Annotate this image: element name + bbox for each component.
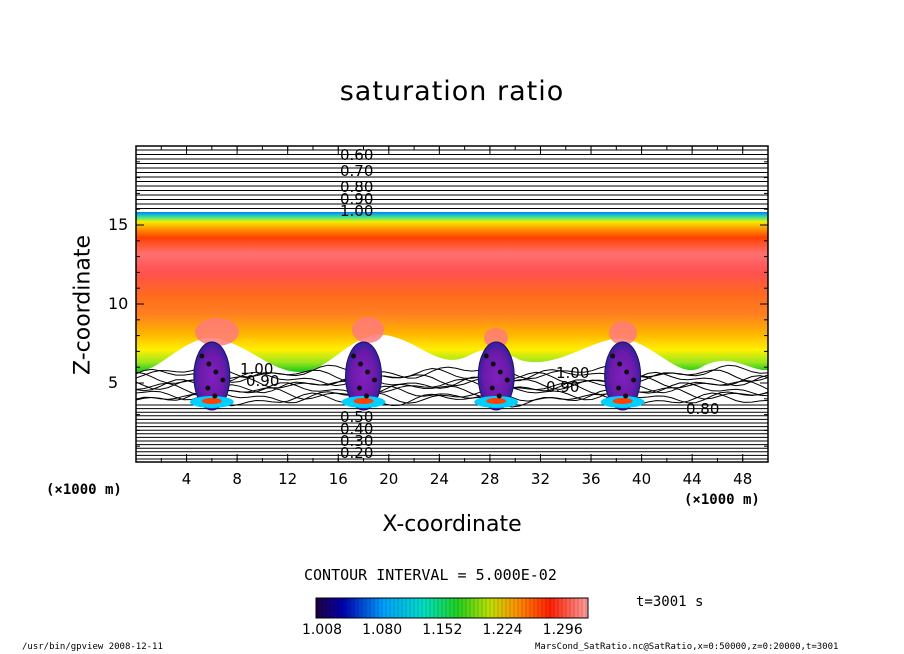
colorbar-tick-label: 1.224 <box>482 622 523 638</box>
cloud-cell <box>617 361 623 367</box>
contour-label: 0.70 <box>340 162 373 180</box>
contour-line <box>136 385 768 401</box>
contour-label: 1.00 <box>556 364 589 382</box>
cloud-cell <box>616 385 622 391</box>
contour-line <box>136 389 768 404</box>
cloud-cell <box>631 377 637 383</box>
supersaturation-band <box>136 212 768 372</box>
field-layer <box>136 149 768 460</box>
cloud-cell <box>489 385 495 391</box>
cloud-cell <box>483 353 489 359</box>
x-axis-label: X-coordinate <box>382 512 522 537</box>
cloud-plume <box>193 341 231 411</box>
x-tick-label: 4 <box>181 470 192 488</box>
contour-labels: 0.600.700.800.901.000.901.000.901.000.80… <box>240 146 719 462</box>
lower-contour-lines <box>136 364 768 460</box>
contour-label: 0.20 <box>340 444 373 462</box>
cloud-cell <box>496 393 502 399</box>
x-unit-left: (×1000 m) <box>46 482 122 498</box>
contour-label: 1.00 <box>240 360 273 378</box>
colorbar-tick-label: 1.080 <box>362 622 403 638</box>
colorbar-frame <box>315 597 589 619</box>
x-tick-label: 36 <box>581 470 601 488</box>
cloud-cell <box>365 369 371 375</box>
contour-label: 0.30 <box>340 432 373 450</box>
warm-cell <box>195 318 239 346</box>
x-tick-label: 44 <box>682 470 702 488</box>
cloud-cell <box>610 353 616 359</box>
warm-cell <box>609 321 637 345</box>
contour-line <box>136 392 768 408</box>
warm-cell <box>352 317 384 343</box>
warm-cell <box>484 328 508 348</box>
cloud-cell <box>351 353 357 359</box>
axis-ticks <box>136 146 769 462</box>
cloud-plume <box>477 341 515 411</box>
cloud-cell <box>623 393 629 399</box>
x-tick-label: 16 <box>328 470 348 488</box>
cloud-core <box>353 398 374 404</box>
contour-line <box>136 371 768 387</box>
cloud-cell <box>372 377 378 383</box>
cloud-cell <box>213 369 219 375</box>
x-tick-label: 40 <box>632 470 652 488</box>
cloud-cell <box>624 369 630 375</box>
contour-label: 1.00 <box>340 202 373 220</box>
cloud-cell <box>497 369 503 375</box>
x-tick-label: 28 <box>480 470 500 488</box>
x-tick-label: 32 <box>530 470 551 488</box>
contour-label: 0.90 <box>546 378 579 396</box>
footer-right: MarsCond_SatRatio.nc@SatRatio,x=0:50000,… <box>535 642 839 652</box>
cloud-core <box>612 398 633 404</box>
x-unit-right: (×1000 m) <box>684 492 760 508</box>
cloud-cell <box>205 385 211 391</box>
contour-label: 0.80 <box>686 400 719 418</box>
cloud-core <box>201 398 222 404</box>
contour-label: 0.80 <box>340 178 373 196</box>
colorbar <box>316 598 588 618</box>
cloud-core <box>486 398 507 404</box>
cloud-plume <box>604 341 642 411</box>
time-label: t=3001 s <box>636 594 704 610</box>
cloud-plume <box>345 341 383 411</box>
footer-left: /usr/bin/gpview 2008-12-11 <box>22 642 163 652</box>
cloud-cell <box>199 353 205 359</box>
cloud-cell <box>358 361 364 367</box>
cloud-cell <box>212 393 218 399</box>
colorbar-tick-label: 1.152 <box>422 622 463 638</box>
cloud-plumes <box>189 341 645 411</box>
upper-contour-lines <box>136 149 768 209</box>
contour-line <box>136 364 768 380</box>
cloud-cell <box>364 393 370 399</box>
x-tick-label: 48 <box>733 470 753 488</box>
y-axis-label: Z-coordinate <box>70 235 96 375</box>
cloud-cell <box>206 361 212 367</box>
chart-title: saturation ratio <box>339 76 565 107</box>
colorbar-tick-label: 1.008 <box>301 622 343 638</box>
y-tick-label: 5 <box>108 373 119 392</box>
x-tick-label: 24 <box>429 470 449 488</box>
contour-line <box>136 375 768 390</box>
cloud-cell <box>490 361 496 367</box>
y-tick-label: 15 <box>108 215 129 234</box>
contour-label: 0.50 <box>340 408 373 426</box>
colorbar-tick-label: 1.296 <box>542 622 583 638</box>
cloud-cell <box>504 377 510 383</box>
contour-label: 0.40 <box>340 420 373 438</box>
y-tick-label: 10 <box>108 294 129 313</box>
cloud-cell <box>357 385 363 391</box>
x-tick-label: 12 <box>278 470 298 488</box>
x-tick-label: 8 <box>232 470 242 488</box>
contour-interval: CONTOUR INTERVAL = 5.000E-02 <box>304 566 557 584</box>
contour-label: 0.90 <box>246 372 279 390</box>
contour-label: 0.60 <box>340 146 373 164</box>
contour-label: 0.90 <box>340 190 373 208</box>
contour-line <box>136 378 768 394</box>
cloud-cell <box>220 377 226 383</box>
x-tick-label: 20 <box>379 470 399 488</box>
